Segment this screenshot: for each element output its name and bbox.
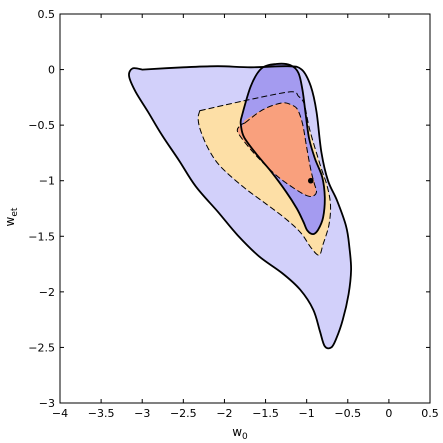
overlap-region-0 — [241, 102, 316, 197]
axes: −4 −3.5 −3 −2.5 −2 −1.5 −1 −0.5 0 0.5 0.5 0 −0.5 −1 −1… — [28, 8, 438, 420]
plot-frame — [59, 13, 431, 404]
x-axis-label: w0 — [232, 425, 248, 442]
x-tick-label: −3.5 — [88, 407, 115, 420]
outer-purple-contour-outline — [128, 65, 353, 350]
x-tick-label: −2 — [216, 407, 232, 420]
y-tick-label: 0 — [48, 64, 55, 77]
x-axis-label-sub: 0 — [242, 432, 248, 442]
inner-orange-contour-outline — [236, 102, 318, 198]
y-axis-label-sub: et — [10, 207, 20, 217]
fiducial-point-marker — [307, 177, 314, 184]
y-axis-label-main: w — [3, 216, 17, 226]
plot-area — [128, 62, 353, 350]
x-tick-label: −1 — [299, 407, 315, 420]
y-tick-label: −2.5 — [28, 341, 55, 354]
y-tick-label: −3 — [39, 397, 55, 410]
x-tick-label: −1.5 — [252, 407, 279, 420]
y-tick-label: 0.5 — [38, 8, 56, 21]
x-tick-label: −4 — [52, 407, 68, 420]
y-tick-label: −1.5 — [28, 230, 55, 243]
inner-purple-contour-outline — [239, 62, 326, 235]
outer-orange-contour-outline — [197, 91, 332, 256]
x-tick-label: −2.5 — [170, 407, 197, 420]
y-axis-label-group: wet — [3, 207, 20, 226]
x-axis-label-main: w — [232, 425, 242, 439]
x-tick-label: −0.5 — [334, 407, 361, 420]
y-tick-label: −0.5 — [28, 119, 55, 132]
y-tick-label: −1 — [39, 175, 55, 188]
y-axis-label: wet — [3, 207, 20, 226]
x-tick-label: 0 — [385, 407, 392, 420]
x-tick-label: −3 — [134, 407, 150, 420]
y-tick-label: −2 — [39, 286, 55, 299]
x-tick-label: 0.5 — [421, 407, 439, 420]
